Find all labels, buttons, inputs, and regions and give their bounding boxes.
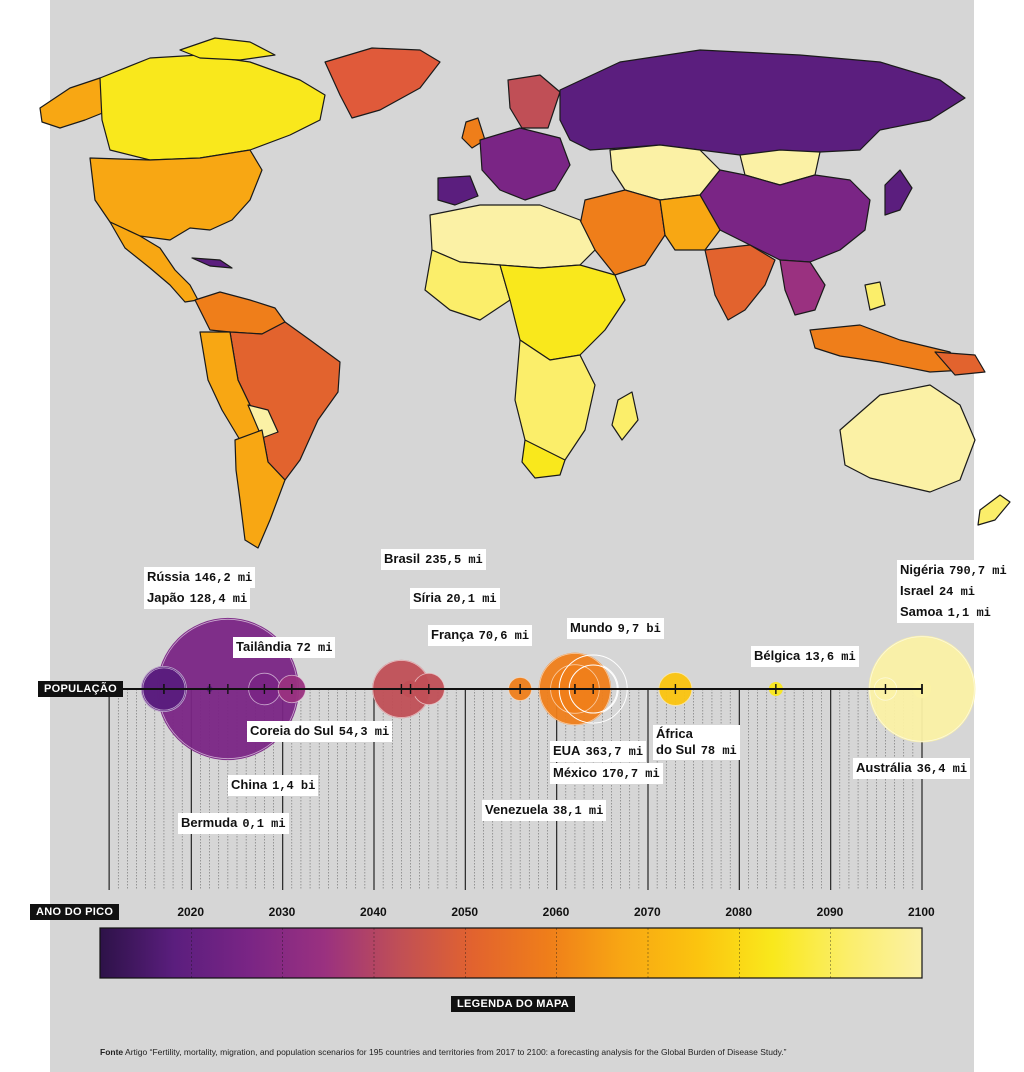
year-tick-2060: 2060 bbox=[542, 905, 570, 919]
peak-year-axis-tag: ANO DO PICO bbox=[30, 904, 120, 920]
region-russia bbox=[559, 49, 966, 159]
year-tick-2050: 2050 bbox=[451, 905, 479, 919]
region-madagascar bbox=[611, 391, 639, 441]
region-new-zealand bbox=[977, 494, 1011, 526]
world-map bbox=[39, 37, 1011, 549]
region-argentina-chile bbox=[234, 429, 286, 549]
year-tick-2070: 2070 bbox=[634, 905, 661, 919]
label-belgium: Bélgica 13,6 mi bbox=[751, 646, 859, 667]
map-legend-gradient bbox=[99, 927, 923, 979]
region-japan bbox=[884, 169, 913, 216]
year-tick-2080: 2080 bbox=[725, 905, 753, 919]
region-greenland bbox=[324, 47, 441, 119]
year-tick-2020: 2020 bbox=[177, 905, 205, 919]
label-bermuda: Bermuda 0,1 mi bbox=[178, 813, 289, 834]
label-france: França 70,6 mi bbox=[428, 625, 533, 646]
region-indonesia bbox=[809, 324, 966, 373]
region-paraguay bbox=[247, 404, 279, 439]
region-uk bbox=[461, 117, 486, 149]
label-russia: Rússia 146,2 mi bbox=[144, 567, 256, 588]
timeline-chart bbox=[99, 617, 976, 979]
year-tick-2090: 2090 bbox=[816, 905, 844, 919]
region-south-africa bbox=[521, 439, 566, 479]
year-tick-2040: 2040 bbox=[360, 905, 387, 919]
region-west-africa bbox=[424, 249, 511, 321]
label-brazil: Brasil 235,5 mi bbox=[381, 549, 486, 570]
label-syria: Síria 20,1 mi bbox=[410, 588, 500, 609]
year-tick-2100: 2100 bbox=[908, 905, 935, 919]
label-nigeria: Nigéria 790,7 mi bbox=[897, 560, 1010, 581]
region-southern-africa bbox=[514, 339, 596, 471]
population-axis-tag: POPULAÇÃO bbox=[38, 681, 123, 697]
region-papua bbox=[934, 351, 986, 376]
label-israel: Israel 24 mi bbox=[897, 581, 978, 602]
label-china: China 1,4 bi bbox=[228, 775, 319, 796]
source-note: Fonte Artigo “Fertility, mortality, migr… bbox=[100, 1047, 787, 1057]
year-tick-2030: 2030 bbox=[268, 905, 296, 919]
region-philippines bbox=[864, 281, 886, 311]
region-india bbox=[704, 244, 776, 321]
label-south-africa: África do Sul 78 mi bbox=[653, 725, 740, 760]
region-cuba bbox=[191, 257, 233, 269]
label-australia: Austrália 36,4 mi bbox=[853, 758, 971, 779]
label-south-korea: Coreia do Sul 54,3 mi bbox=[247, 721, 393, 742]
label-world: Mundo 9,7 bi bbox=[567, 618, 664, 639]
region-australia bbox=[839, 384, 976, 493]
region-central-east-africa bbox=[499, 264, 626, 361]
region-scandinavia bbox=[507, 74, 561, 129]
label-mexico: México 170,7 mi bbox=[550, 763, 663, 784]
label-samoa: Samoa 1,1 mi bbox=[897, 602, 994, 623]
label-japan: Japão 128,4 mi bbox=[144, 588, 251, 609]
region-europe bbox=[479, 127, 571, 201]
label-usa: EUA 363,7 mi bbox=[550, 741, 647, 762]
region-se-asia bbox=[779, 259, 826, 316]
label-venezuela: Venezuela 38,1 mi bbox=[482, 800, 607, 821]
label-thailand: Tailândia 72 mi bbox=[233, 637, 336, 658]
region-arctic-islands bbox=[179, 37, 276, 61]
region-iberia bbox=[437, 175, 479, 206]
map-legend-tag: LEGENDA DO MAPA bbox=[451, 996, 576, 1012]
